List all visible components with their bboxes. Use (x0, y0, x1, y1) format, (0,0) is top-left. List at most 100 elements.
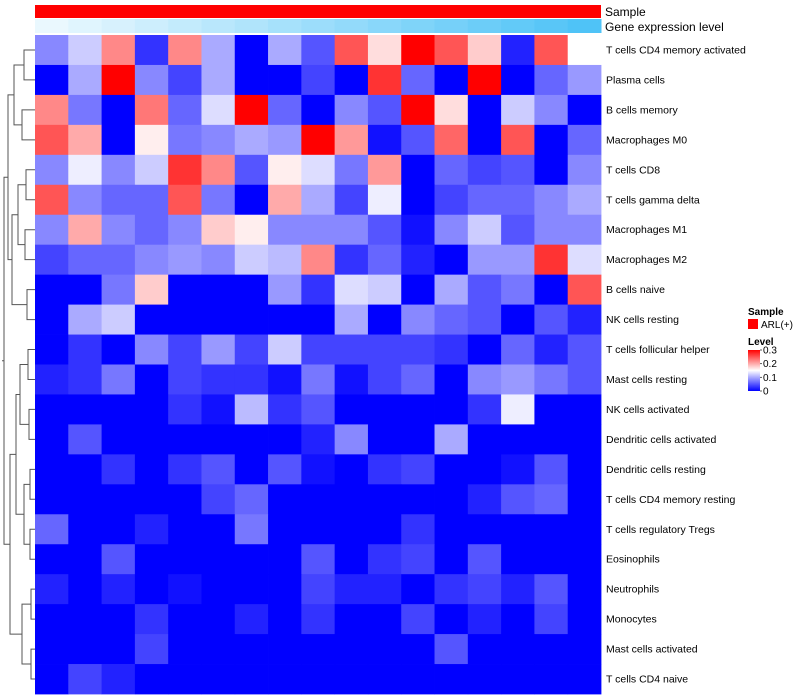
heatmap-cell (35, 364, 69, 395)
legend-level-colorbar (748, 350, 760, 391)
row-label: Dendritic cells resting (606, 464, 706, 476)
heatmap-cell (367, 394, 402, 425)
heatmap-cell (101, 64, 136, 96)
row-dendrogram-branches (2, 49, 35, 680)
heatmap-cell (101, 364, 136, 395)
heatmap-cell (534, 364, 569, 395)
heatmap-cell (534, 334, 569, 365)
heatmap-cell (268, 214, 302, 246)
heatmap-cell (567, 514, 602, 545)
heatmap-cell (367, 574, 402, 605)
heatmap-cell (467, 64, 502, 96)
heatmap-cell (68, 454, 102, 485)
heatmap-cell (134, 214, 169, 246)
annotation-track-expression-cell (268, 19, 302, 33)
heatmap-cell (268, 274, 302, 305)
heatmap-cell (567, 454, 602, 485)
annotation-track-sample (35, 5, 601, 18)
heatmap-cell (467, 634, 502, 665)
heatmap-cell (501, 664, 535, 695)
heatmap-cell (301, 424, 336, 455)
heatmap-cell (467, 304, 502, 335)
heatmap-cell (401, 244, 435, 276)
row-label: Mast cells activated (606, 644, 698, 656)
heatmap-cell (334, 184, 369, 216)
heatmap-cell (467, 94, 502, 126)
heatmap-cell (35, 604, 69, 635)
heatmap-cell (234, 124, 269, 156)
heatmap-cell (301, 634, 336, 665)
heatmap-cell (168, 544, 202, 575)
annotation-tracks (35, 5, 602, 33)
heatmap-cell (201, 454, 236, 485)
heatmap-cell (268, 604, 302, 635)
heatmap-cell (534, 35, 569, 66)
heatmap-cell (501, 214, 535, 246)
heatmap-cell (301, 394, 336, 425)
annotation-track-expression-cell (434, 19, 469, 33)
heatmap-cell (234, 394, 269, 425)
heatmap-cell (234, 364, 269, 395)
legend-sample-title: Sample (748, 307, 784, 318)
annotation-track-expression-cell (234, 19, 269, 33)
heatmap-cell (501, 544, 535, 575)
heatmap-cell (134, 334, 169, 365)
heatmap-cell (234, 214, 269, 246)
heatmap-cell (168, 94, 202, 126)
heatmap-cell (35, 64, 69, 96)
heatmap-cell (334, 664, 369, 695)
annotation-track-expression-cell (134, 19, 169, 33)
heatmap-cell (268, 544, 302, 575)
heatmap-cell (168, 394, 202, 425)
heatmap-cell (101, 334, 136, 365)
heatmap-cell (268, 244, 302, 276)
heatmap-cell (101, 214, 136, 246)
heatmap-cell (301, 544, 336, 575)
heatmap-cell (134, 274, 169, 305)
heatmap-cell (401, 664, 435, 695)
heatmap-cell (334, 334, 369, 365)
heatmap-cell (168, 364, 202, 395)
heatmap-cell (434, 484, 469, 515)
heatmap-cell (101, 664, 136, 695)
heatmap-cell (68, 514, 102, 545)
heatmap-cell (35, 244, 69, 276)
heatmap-cell (35, 514, 69, 545)
heatmap-cell (201, 244, 236, 276)
heatmap-cell (367, 514, 402, 545)
heatmap-cell (501, 304, 535, 335)
heatmap-cell (501, 94, 535, 126)
heatmap-cell (534, 664, 569, 695)
heatmap-cell (567, 154, 602, 186)
track-label-expression: Gene expression level (605, 20, 724, 34)
annotation-track-expression-cell (168, 19, 202, 33)
heatmap-cell (401, 514, 435, 545)
row-label: T cells gamma delta (606, 194, 700, 206)
heatmap-cell (168, 334, 202, 365)
heatmap-cell (134, 364, 169, 395)
row-label: NK cells activated (606, 404, 690, 416)
heatmap-cell (101, 604, 136, 635)
heatmap-cell (234, 604, 269, 635)
row-dendrogram (2, 49, 35, 680)
heatmap-cell (434, 184, 469, 216)
legend: Sample ARL(+) Level 0.3 0.2 0.1 0 (748, 307, 793, 398)
heatmap-cell (367, 184, 402, 216)
heatmap-cell (68, 634, 102, 665)
heatmap-cell (68, 35, 102, 66)
heatmap-cell (201, 94, 236, 126)
heatmap-cell (534, 304, 569, 335)
annotation-track-expression-cell (367, 19, 402, 33)
annotation-track-expression-cell (467, 19, 502, 33)
heatmap-cell (334, 364, 369, 395)
heatmap-cell (101, 184, 136, 216)
heatmap-cell (35, 394, 69, 425)
row-label: T cells CD4 naive (606, 674, 688, 686)
heatmap-cell (334, 244, 369, 276)
heatmap-cell (68, 334, 102, 365)
heatmap-cell (68, 64, 102, 96)
heatmap-cell (134, 634, 169, 665)
heatmap-cell (35, 184, 69, 216)
annotation-track-expression-cell (201, 19, 236, 33)
